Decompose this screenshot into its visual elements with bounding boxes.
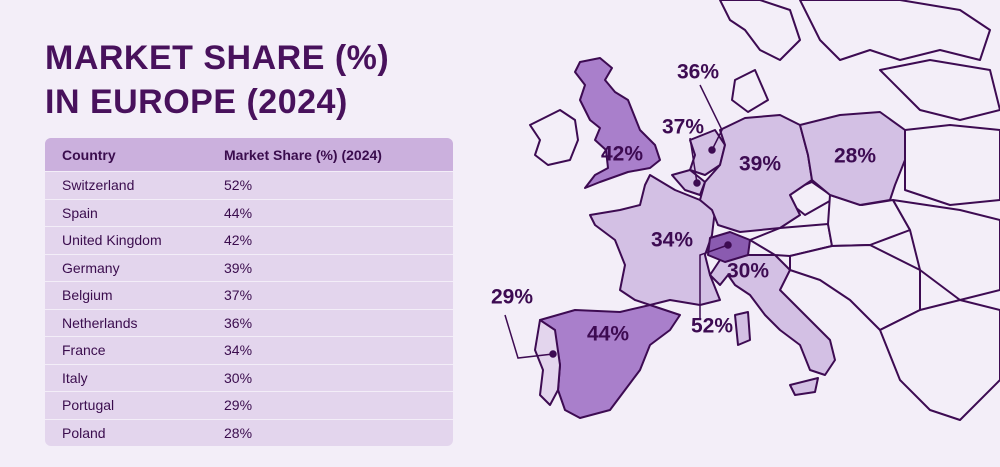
table-row: Poland 28% <box>45 418 453 446</box>
country-cell: Italy <box>45 363 223 392</box>
country-cell: Belgium <box>45 281 223 309</box>
country-cell: France <box>45 336 223 364</box>
share-cell: 44% <box>223 198 453 227</box>
country-cell: Spain <box>45 198 223 227</box>
share-cell: 37% <box>223 281 453 309</box>
share-cell: 52% <box>223 171 453 199</box>
table-row: Switzerland 52% <box>45 171 453 199</box>
map-label: 34% <box>651 229 693 252</box>
map-label: 39% <box>739 153 781 176</box>
title: MARKET SHARE (%) IN EUROPE (2024) <box>45 36 389 124</box>
table-row: Spain 44% <box>45 198 453 227</box>
ireland <box>529 109 579 166</box>
leader-lines <box>504 84 732 359</box>
portugal <box>534 319 561 406</box>
column-header: Country <box>45 138 223 172</box>
sardinia <box>734 311 751 346</box>
table-row: Italy 30% <box>45 363 453 392</box>
title-line: MARKET SHARE (%) <box>45 39 390 77</box>
map-label: 29% <box>491 286 533 309</box>
map-label: 30% <box>727 260 769 283</box>
country-cell: Netherlands <box>45 308 223 337</box>
table-body: Switzerland 52% Spain 44% United Kingdom 42% G… <box>45 171 453 446</box>
title-line: IN EUROPE (2024) <box>45 83 348 121</box>
table-row: Germany 39% <box>45 253 453 282</box>
share-cell: 30% <box>223 363 453 392</box>
country-cell: Germany <box>45 253 223 282</box>
united-kingdom <box>574 57 661 189</box>
share-cell: 29% <box>223 391 453 419</box>
other-countries <box>719 0 1000 421</box>
country-cell: United Kingdom <box>45 226 223 254</box>
share-cell: 28% <box>223 418 453 446</box>
table-row: Belgium 37% <box>45 281 453 309</box>
map-label: 28% <box>834 145 876 168</box>
map-label: 36% <box>677 61 719 84</box>
country-cell: Portugal <box>45 391 223 419</box>
italy <box>709 254 836 376</box>
share-cell: 34% <box>223 336 453 364</box>
country-cell: Switzerland <box>45 171 223 199</box>
table: Country Market Share (%) (2024) Switzerla… <box>45 138 453 446</box>
map-label: 37% <box>662 116 704 139</box>
table-row: France 34% <box>45 336 453 364</box>
table-row: United Kingdom 42% <box>45 226 453 254</box>
map-label: 42% <box>601 143 643 166</box>
country-cell: Poland <box>45 418 223 446</box>
column-header: Market Share (%) (2024) <box>223 138 453 172</box>
poland <box>799 111 906 206</box>
share-cell: 36% <box>223 308 453 337</box>
germany <box>699 114 813 233</box>
table-row: Portugal 29% <box>45 391 453 419</box>
table-row: Netherlands 36% <box>45 308 453 337</box>
share-cell: 39% <box>223 253 453 282</box>
map-label: 52% <box>691 315 733 338</box>
sicily <box>789 377 819 396</box>
header-row: Country Market Share (%) (2024) <box>45 138 453 172</box>
share-cell: 42% <box>223 226 453 254</box>
map-label: 44% <box>587 323 629 346</box>
